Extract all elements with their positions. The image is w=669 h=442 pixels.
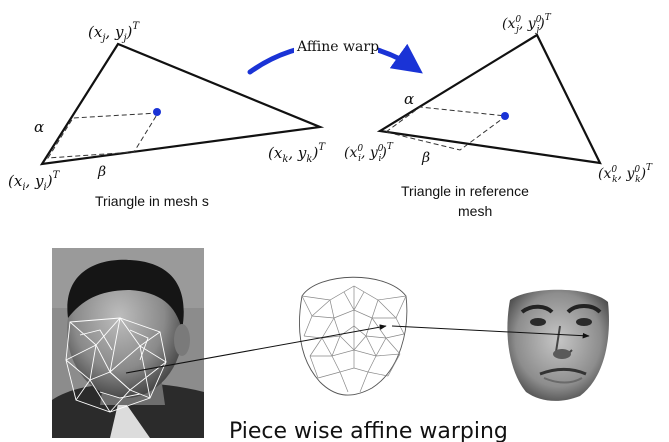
right-triangle-group: (x0 j, y0 j)T (x0 i, y0 i)T (x0 k, y0 k)T α β … <box>344 13 653 219</box>
right-caption-line2: mesh <box>458 203 492 219</box>
face-photo-with-mesh-icon <box>52 248 204 438</box>
right-point <box>501 112 509 120</box>
left-alpha: α <box>34 118 44 136</box>
left-vertex-i-label: (xi, yi)T <box>8 170 61 193</box>
left-point <box>153 108 161 116</box>
left-triangle-group: (xj, yj)T (xi, yi)T (xk, yk)T α β Triang… <box>8 21 326 209</box>
bottom-title: Piece wise affine warping <box>229 419 508 442</box>
right-parallelogram <box>384 106 508 151</box>
right-caption-line1: Triangle in reference <box>401 183 529 199</box>
reference-mesh-wireframe-icon <box>299 276 408 396</box>
arrow-mesh-to-warped <box>391 325 590 339</box>
warped-face-texture-icon <box>503 289 611 401</box>
right-beta: β <box>421 150 430 166</box>
right-vertex-j-label: (x0 j, y0 j)T <box>502 13 552 35</box>
right-vertex-i-label: (x0 i, y0 i)T <box>344 142 394 164</box>
mapping-arrows <box>125 324 590 374</box>
right-alpha: α <box>404 90 414 108</box>
right-triangle <box>376 33 602 165</box>
affine-warp-label: Affine warp <box>296 39 379 55</box>
right-vertex-k-label: (x0 k, y0 k)T <box>598 163 653 185</box>
left-triangle <box>39 42 325 166</box>
left-vertex-j-label: (xj, yj)T <box>88 21 140 44</box>
left-caption: Triangle in mesh s <box>95 193 209 209</box>
affine-warp-arrow-group: Affine warp <box>247 36 423 75</box>
arrow-photo-to-mesh <box>125 324 387 374</box>
left-beta: β <box>97 164 106 180</box>
left-vertex-k-label: (xk, yk)T <box>268 142 326 165</box>
